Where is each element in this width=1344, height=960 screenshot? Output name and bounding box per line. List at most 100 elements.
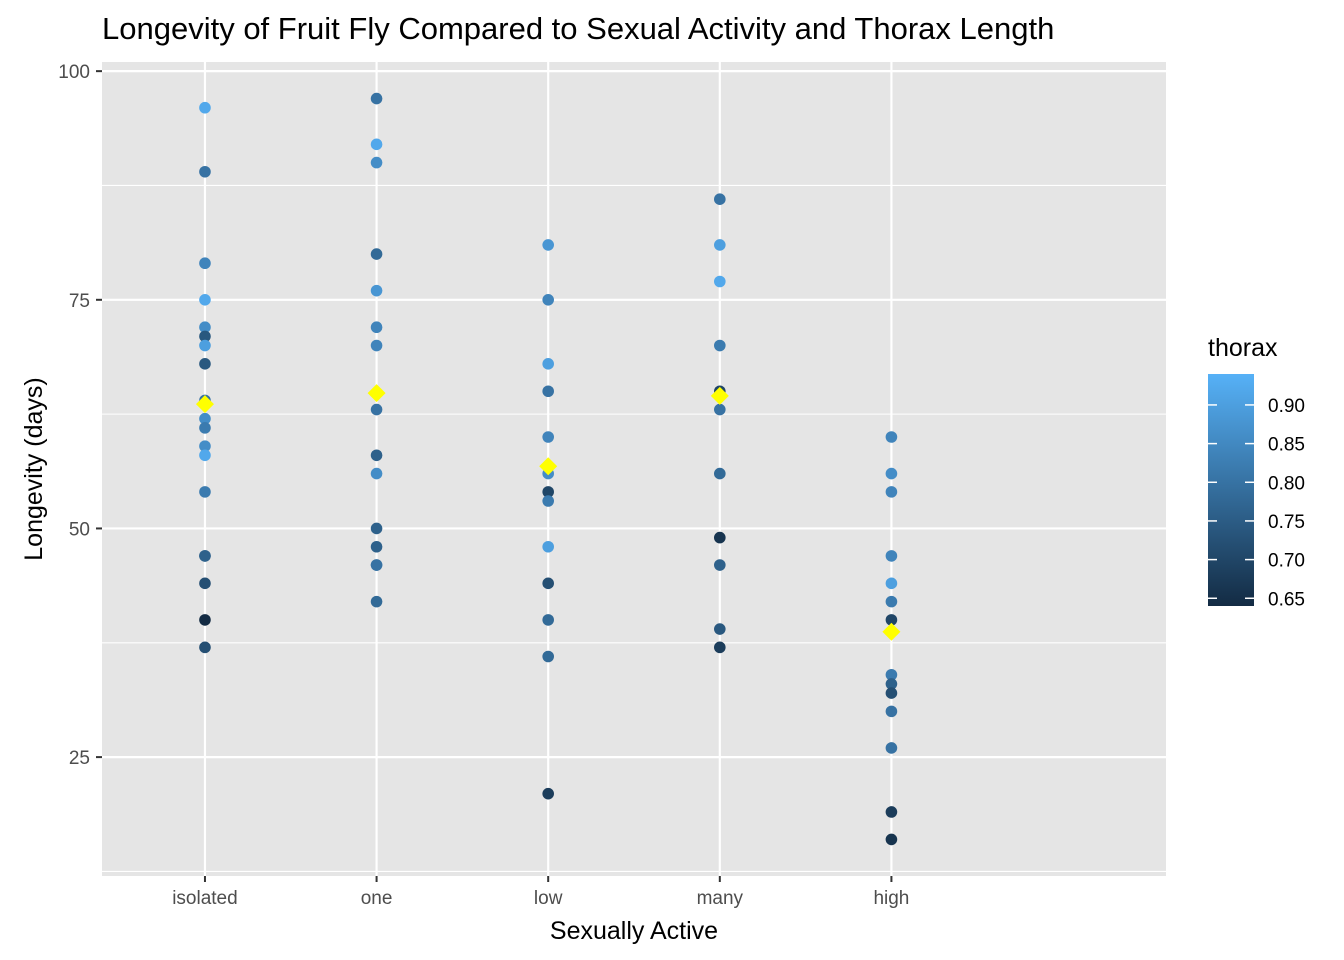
y-tick-label: 50	[69, 519, 90, 540]
data-point	[199, 101, 211, 114]
data-point	[370, 595, 383, 608]
data-point	[542, 358, 554, 370]
y-tick-label: 25	[69, 748, 90, 769]
grid-minor	[102, 184, 1166, 872]
data-point	[885, 742, 898, 754]
data-point	[885, 486, 898, 498]
x-tick-label: low	[534, 888, 563, 909]
mean-marker	[710, 386, 729, 405]
x-tick-label: one	[361, 888, 393, 909]
x-tick-label: isolated	[172, 888, 238, 909]
data-point	[885, 595, 898, 608]
data-point	[370, 522, 383, 535]
data-point	[199, 412, 211, 425]
data-point	[714, 403, 726, 416]
data-point	[714, 559, 726, 571]
data-point	[542, 239, 554, 251]
data-point	[199, 550, 211, 562]
mean-marker	[367, 384, 386, 403]
data-point	[885, 833, 898, 846]
y-axis: 25 50 75 100	[58, 62, 102, 769]
data-point	[885, 577, 898, 590]
legend-tick-label: 0.85	[1268, 435, 1305, 456]
y-tick-label: 100	[58, 62, 90, 83]
data-point	[199, 330, 211, 343]
data-point	[199, 321, 211, 334]
legend: thorax 0.65 0.70 0.75 0.80 0.85 0.90	[1208, 334, 1305, 610]
data-point	[542, 614, 554, 626]
data-point	[714, 193, 726, 205]
mean-marker	[195, 395, 214, 414]
data-point	[370, 449, 383, 462]
x-tick-label: many	[697, 888, 744, 909]
data-point	[199, 577, 211, 590]
data-point	[885, 668, 898, 681]
data-point	[885, 431, 898, 443]
mean-markers	[195, 384, 901, 641]
legend-ticks: 0.65 0.70 0.75 0.80 0.85 0.90	[1208, 396, 1305, 610]
data-point	[542, 385, 554, 398]
x-axis: isolated one low many high	[172, 876, 909, 909]
data-point	[542, 787, 554, 800]
legend-title: thorax	[1208, 334, 1278, 362]
data-point	[370, 284, 383, 297]
data-point	[885, 614, 898, 626]
data-point	[714, 531, 726, 544]
data-point	[885, 467, 898, 480]
data-points	[199, 92, 898, 846]
data-point	[714, 275, 726, 288]
data-point	[370, 156, 383, 169]
data-point	[885, 550, 898, 562]
data-point	[199, 293, 211, 306]
data-point	[199, 422, 211, 434]
data-point	[542, 431, 554, 443]
data-point	[199, 339, 211, 352]
legend-tick-label: 0.90	[1268, 396, 1305, 417]
data-point	[542, 293, 554, 306]
data-point	[370, 138, 383, 151]
data-point	[542, 650, 554, 663]
data-point	[542, 495, 554, 507]
chart-title: Longevity of Fruit Fly Compared to Sexua…	[102, 11, 1054, 46]
data-point	[370, 467, 383, 480]
data-point	[714, 339, 726, 352]
mean-marker	[539, 457, 558, 476]
data-point	[370, 559, 383, 571]
data-point	[370, 248, 383, 260]
data-point	[885, 678, 898, 690]
data-point	[370, 403, 383, 416]
legend-tick-label: 0.75	[1268, 512, 1305, 533]
data-point	[885, 806, 898, 818]
data-point	[542, 540, 554, 553]
data-point	[885, 705, 898, 718]
mean-marker	[882, 622, 901, 641]
data-point	[199, 165, 211, 178]
data-point	[714, 467, 726, 480]
data-point	[714, 239, 726, 251]
data-point	[542, 577, 554, 590]
legend-colorbar	[1208, 374, 1254, 606]
data-point	[714, 641, 726, 654]
legend-tick-label: 0.65	[1268, 589, 1305, 610]
data-point	[714, 623, 726, 635]
data-point	[370, 540, 383, 553]
data-point	[885, 687, 898, 699]
data-point	[199, 486, 211, 498]
data-point	[199, 449, 211, 462]
data-point	[542, 486, 554, 498]
x-tick-label: high	[873, 888, 909, 909]
legend-tick-label: 0.70	[1268, 551, 1305, 572]
data-point	[370, 339, 383, 352]
data-point	[370, 321, 383, 334]
plot-panel	[102, 62, 1166, 876]
legend-tick-label: 0.80	[1268, 473, 1305, 494]
data-point	[199, 614, 211, 626]
data-point	[199, 641, 211, 654]
data-point	[199, 257, 211, 270]
data-point	[370, 92, 383, 105]
data-point	[199, 440, 211, 452]
y-tick-label: 75	[69, 291, 90, 312]
data-point	[199, 358, 211, 370]
x-axis-title: Sexually Active	[550, 917, 718, 945]
